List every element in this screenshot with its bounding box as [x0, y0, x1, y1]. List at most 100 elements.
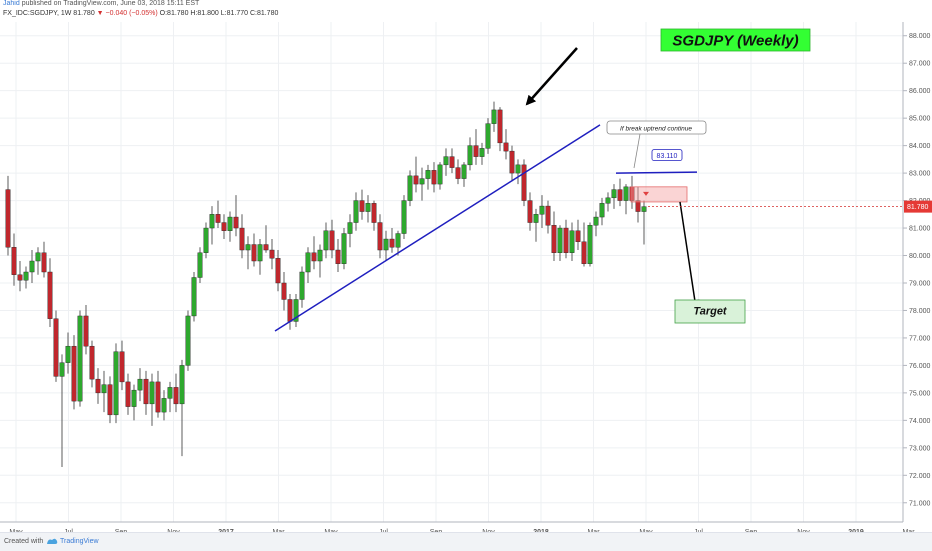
candle-up	[467, 145, 473, 166]
time-tick-label: Sep	[745, 529, 758, 532]
chart-title-box	[660, 28, 811, 52]
time-axis-labels: May Jul Sep Nov 2017 Mar May Jul Sep Nov 2018 Mar Ma…	[9, 529, 915, 532]
price-tick-label: 78.000	[909, 308, 931, 315]
candle-down	[455, 167, 461, 179]
resistance-label-box	[651, 149, 683, 162]
author-link[interactable]: Jahid	[3, 0, 20, 7]
candle-up	[299, 271, 305, 300]
candle-down	[107, 384, 113, 416]
candle-up	[131, 389, 137, 407]
price-tick-label: 74.000	[909, 418, 931, 425]
candle-up	[209, 214, 215, 229]
candle-up	[161, 398, 167, 413]
created-with-text: Created with	[4, 538, 44, 545]
candle-down	[473, 145, 479, 157]
candle-up	[443, 156, 449, 166]
candle-up	[587, 225, 593, 264]
uptrend-line	[274, 124, 601, 332]
callout-box	[606, 120, 707, 135]
candle-down	[497, 109, 503, 144]
target-box	[674, 299, 746, 324]
candle-down	[413, 175, 419, 185]
candle-up	[245, 244, 251, 251]
candle-down	[47, 271, 53, 319]
price-tick-label: 88.000	[909, 33, 931, 40]
candle-up	[65, 345, 71, 363]
candle-up	[479, 148, 485, 157]
candle-down	[119, 351, 125, 383]
price-chart[interactable]: 88.00087.00086.00085.00084.00083.00082.0…	[0, 22, 932, 532]
candle-down	[5, 189, 11, 248]
time-tick-label: Mar	[272, 529, 285, 532]
last-price-badge	[904, 200, 932, 213]
candle-down	[53, 318, 59, 377]
candle-up	[77, 315, 83, 402]
candle-up	[323, 230, 329, 251]
candle-up	[401, 200, 407, 234]
price-tick-label: 73.000	[909, 445, 931, 452]
time-tick-label: 2019	[848, 529, 864, 532]
target-arrow	[679, 201, 700, 310]
candle-up	[167, 387, 173, 399]
price-tick-label: 87.000	[909, 61, 931, 68]
candle-down	[215, 214, 221, 223]
price-tick-label: 80.000	[909, 253, 931, 260]
candle-up	[317, 249, 323, 262]
candle-down	[521, 164, 527, 201]
tradingview-brand[interactable]: TradingView	[60, 538, 99, 545]
price-tick-label: 81.000	[909, 226, 931, 233]
change-value: ▼ −0.040 (−0.05%)	[96, 10, 158, 17]
ohlc-values: O:81.780 H:81.800 L:81.770 C:81.780	[159, 10, 279, 17]
candle-up	[437, 164, 443, 185]
candle-down	[173, 387, 179, 405]
last-price-label: 81.780	[907, 204, 929, 211]
candle-down	[635, 200, 641, 212]
resistance-line	[615, 171, 698, 174]
time-tick-label: Sep	[115, 529, 128, 532]
callout-text: If break uptrend continue	[620, 126, 692, 133]
time-tick-label: Jul	[64, 529, 73, 532]
candle-up	[137, 378, 143, 391]
candle-down	[143, 378, 149, 405]
candle-down	[287, 299, 293, 322]
price-tick-label: 86.000	[909, 88, 931, 95]
candle-up	[347, 222, 353, 234]
candle-down	[221, 222, 227, 231]
candle-up	[611, 189, 617, 199]
price-tick-label: 72.000	[909, 473, 931, 480]
time-tick-label: Nov	[482, 529, 495, 532]
candle-up	[113, 351, 119, 416]
candle-up	[593, 216, 599, 226]
time-tick-label: Nov	[167, 529, 180, 532]
candle-up	[491, 109, 497, 124]
candle-up	[407, 175, 413, 201]
publish-info: Jahid published on TradingView.com, June…	[3, 0, 199, 7]
candle-down	[359, 200, 365, 212]
candle-up	[533, 214, 539, 223]
time-tick-label: Mar	[902, 529, 915, 532]
candle-up	[599, 203, 605, 218]
time-tick-label: Jul	[694, 529, 703, 532]
candle-down	[449, 156, 455, 168]
chart-title: SGDJPY (Weekly)	[672, 33, 798, 50]
candle-down	[251, 244, 257, 262]
chart-grid	[0, 22, 909, 522]
candle-up	[641, 206, 647, 212]
candle-down	[551, 225, 557, 253]
candle-down	[11, 247, 17, 275]
annotations: 83.110 If break uptrend continue Target SGD…	[274, 28, 932, 332]
price-tick-label: 84.000	[909, 143, 931, 150]
candle-down	[83, 315, 89, 347]
candle-down	[371, 203, 377, 223]
candle-up	[185, 315, 191, 366]
candle-up	[353, 200, 359, 223]
candle-down	[575, 230, 581, 242]
candle-up	[257, 244, 263, 262]
candle-down	[17, 274, 23, 281]
candle-down	[281, 282, 287, 300]
price-tick-label: 75.000	[909, 390, 931, 397]
candle-down	[581, 241, 587, 264]
callout-pointer	[633, 133, 641, 169]
price-tick-label: 79.000	[909, 280, 931, 287]
candle-up	[35, 252, 41, 262]
